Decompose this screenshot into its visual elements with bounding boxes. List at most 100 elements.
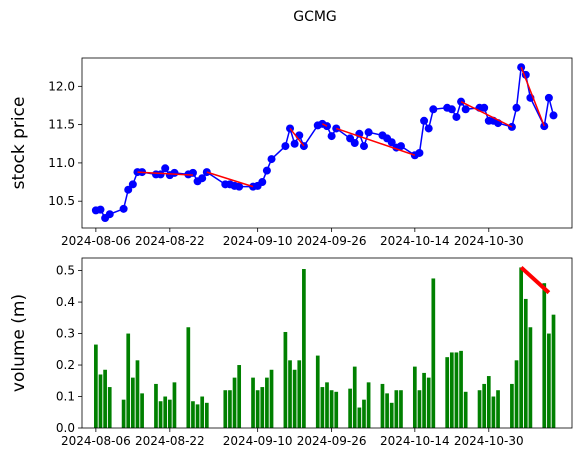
- price-marker: [429, 105, 438, 114]
- trend-line: [520, 66, 545, 127]
- price-marker: [549, 111, 558, 120]
- volume-bar: [232, 377, 237, 428]
- price-marker: [420, 116, 429, 125]
- trend-line: [322, 123, 328, 127]
- price-marker: [295, 131, 304, 140]
- volume-bar: [98, 374, 103, 428]
- volume-bar: [158, 401, 163, 428]
- x-tick-label: 2024-08-06: [61, 234, 131, 248]
- price-marker: [262, 166, 271, 175]
- price-marker: [119, 204, 128, 213]
- volume-bar: [251, 377, 255, 428]
- trend-line: [460, 100, 513, 128]
- volume-bar: [186, 327, 191, 428]
- volume-bar: [477, 390, 482, 428]
- volume-bar: [204, 402, 209, 428]
- x-tick-label: 2024-09-10: [223, 234, 293, 248]
- volume-bar: [496, 390, 500, 428]
- volume-bar: [140, 393, 144, 428]
- y-tick-label: 0.4: [56, 295, 75, 309]
- y-tick-label: 11.0: [48, 156, 75, 170]
- price-marker: [364, 128, 373, 137]
- volume-bar: [302, 269, 306, 428]
- y-tick-label: 0.0: [56, 421, 75, 435]
- volume-bar: [200, 396, 205, 428]
- axes: 0.0 0.1 0.2 0.3 0.4 0.5 2024-08-06 2024-08-22 20…: [9, 257, 573, 448]
- price-marker: [359, 142, 368, 151]
- volume-bar: [357, 407, 362, 428]
- volume-bar: [463, 391, 468, 428]
- y-tick-label: 10.5: [48, 194, 75, 208]
- volume-bar: [454, 352, 459, 428]
- volume-bar: [431, 278, 436, 428]
- x-tick-label: 2024-09-10: [223, 434, 293, 448]
- volume-bar: [380, 383, 385, 428]
- price-marker: [452, 112, 461, 121]
- volume-bar: [223, 390, 228, 428]
- volume-bar: [135, 360, 140, 428]
- volume-bar: [542, 283, 547, 428]
- x-tick-label: 2024-09-26: [297, 434, 367, 448]
- price-marker: [156, 170, 165, 179]
- y-tick-label: 11.5: [48, 118, 75, 132]
- volume-bar: [523, 298, 528, 428]
- y-tick-label: 12.0: [48, 79, 75, 93]
- volume-bar: [260, 387, 265, 428]
- price-marker: [396, 142, 405, 151]
- x-tick-label: 2024-09-26: [297, 234, 367, 248]
- volume-bar: [94, 344, 98, 428]
- volume-bar: [131, 377, 135, 428]
- volume-bar: [126, 333, 131, 428]
- price-marker: [105, 210, 114, 219]
- volume-bar: [459, 350, 463, 428]
- price-marker: [290, 139, 299, 148]
- volume-bar: [445, 357, 450, 428]
- y-tick-label: 0.2: [56, 358, 75, 372]
- trend-line: [206, 171, 254, 188]
- price-marker: [415, 148, 424, 157]
- price-marker: [387, 138, 396, 147]
- volume-bar: [412, 366, 417, 428]
- volume-bar: [417, 390, 422, 428]
- volume-bar: [315, 355, 320, 428]
- axes-frame: [81, 57, 573, 229]
- volume-bar: [362, 399, 366, 428]
- volume-bar: [329, 390, 334, 428]
- y-axis-label: stock price: [9, 97, 29, 190]
- price-marker: [235, 182, 244, 191]
- volume-bar: [228, 390, 232, 428]
- price-marker: [461, 105, 470, 114]
- y-axis-label: volume (m): [9, 294, 29, 392]
- volume-bar: [514, 360, 519, 428]
- volume-bar: [519, 267, 523, 428]
- volume-bar: [103, 369, 107, 428]
- volume-bar: [265, 377, 269, 428]
- volume-bar: [121, 399, 126, 428]
- y-tick-label: 0.3: [56, 327, 75, 341]
- price-marker: [281, 142, 290, 151]
- price-marker: [327, 132, 336, 141]
- price-marker: [480, 103, 489, 112]
- price-marker: [124, 185, 133, 194]
- price-marker: [512, 103, 521, 112]
- volume-bar: [551, 314, 556, 428]
- price-marker: [170, 168, 179, 177]
- volume-bar: [385, 393, 389, 428]
- price-marker: [424, 124, 433, 133]
- volume-bar: [426, 377, 431, 428]
- volume-bar: [486, 376, 491, 428]
- price-marker: [198, 174, 207, 183]
- trend-line: [289, 127, 305, 147]
- volume-bar: [172, 382, 177, 428]
- price-marker: [96, 205, 105, 214]
- volume-bar: [394, 390, 399, 428]
- volume-bar: [422, 372, 426, 428]
- volume-bar: [163, 396, 168, 428]
- price-marker: [258, 178, 267, 187]
- volume-bar: [528, 327, 533, 428]
- volume-bar: [154, 383, 158, 428]
- volume-bar: [237, 365, 242, 428]
- volume-bar: [325, 382, 329, 428]
- price-marker: [350, 139, 359, 147]
- y-tick-label: 0.1: [56, 390, 75, 404]
